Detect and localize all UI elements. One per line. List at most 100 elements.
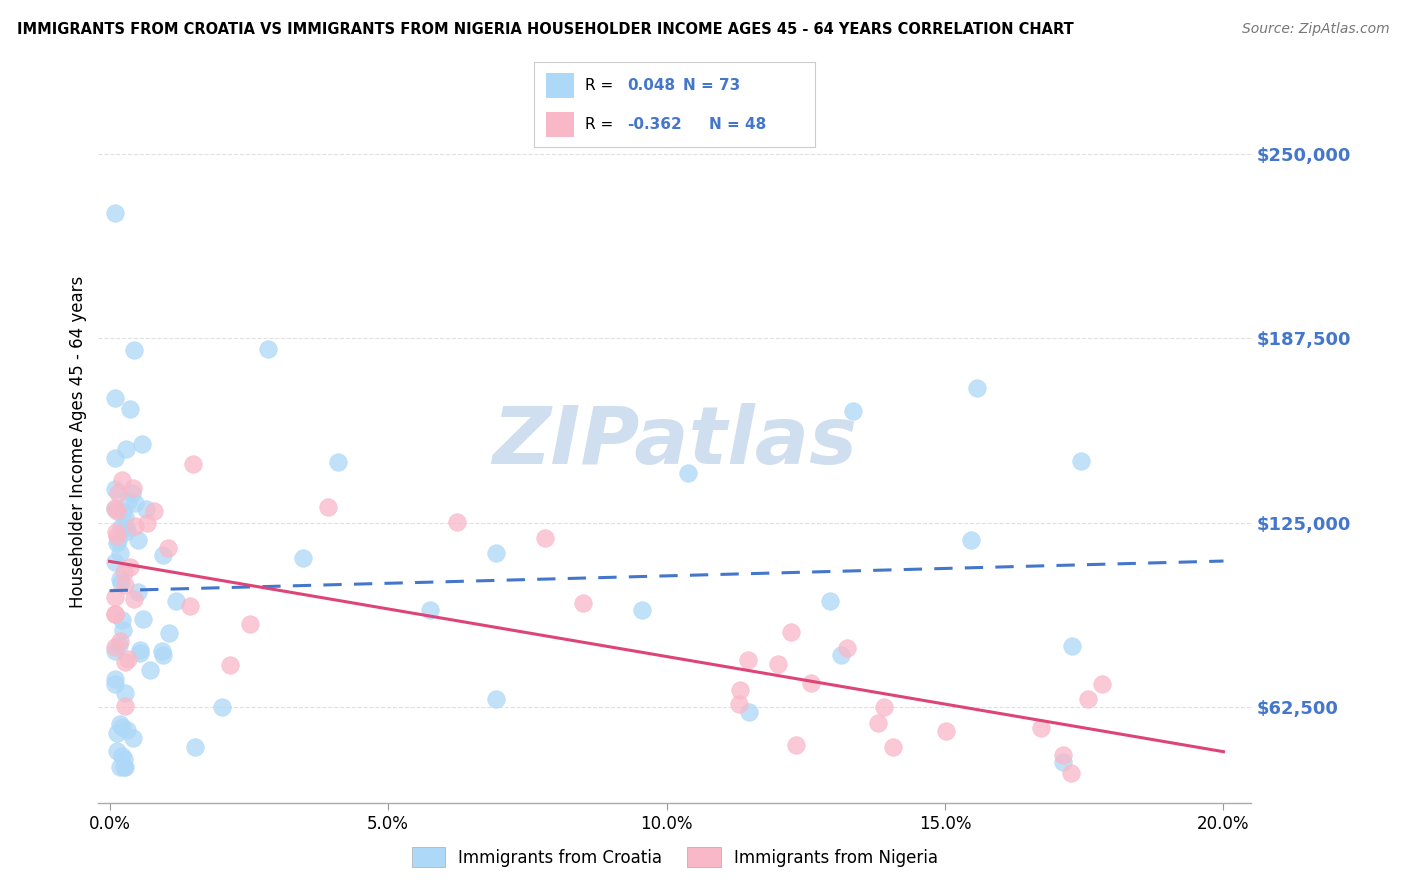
Point <box>257 342 280 356</box>
Point <box>104 590 127 604</box>
Point <box>104 391 127 405</box>
Point <box>785 738 807 752</box>
Point <box>1052 747 1074 762</box>
Point <box>122 592 145 607</box>
Point <box>121 481 143 495</box>
Point <box>108 573 131 587</box>
Point <box>114 577 136 591</box>
Point <box>165 594 187 608</box>
Point <box>572 595 595 609</box>
Point <box>157 626 180 640</box>
Point <box>292 550 315 565</box>
Point <box>631 603 654 617</box>
Point <box>157 541 180 555</box>
Point <box>111 505 134 519</box>
Point <box>117 494 139 508</box>
Bar <box>546 112 574 137</box>
Point <box>934 724 956 739</box>
Point <box>1029 722 1052 736</box>
Point <box>676 467 699 481</box>
Point <box>533 531 555 545</box>
Point <box>104 607 127 621</box>
Point <box>127 533 149 547</box>
Point <box>107 533 129 548</box>
Point <box>1060 766 1083 780</box>
Point <box>179 599 201 613</box>
Point <box>779 624 801 639</box>
Point <box>114 760 136 774</box>
Point <box>115 442 138 457</box>
Point <box>1070 454 1092 468</box>
Point <box>104 676 127 690</box>
Point <box>1091 676 1114 690</box>
Point <box>112 752 135 766</box>
Point <box>239 616 262 631</box>
Text: R =: R = <box>585 78 619 93</box>
Point <box>800 676 823 690</box>
Point <box>107 485 129 500</box>
Point <box>143 504 166 518</box>
Point <box>110 760 132 774</box>
Point <box>419 603 441 617</box>
Point <box>104 502 127 516</box>
Point <box>766 657 789 671</box>
Point <box>104 640 127 654</box>
Point <box>114 510 136 524</box>
Point <box>104 607 127 622</box>
Point <box>218 658 240 673</box>
Point <box>112 760 135 774</box>
Point <box>122 731 145 745</box>
Text: IMMIGRANTS FROM CROATIA VS IMMIGRANTS FROM NIGERIA HOUSEHOLDER INCOME AGES 45 - : IMMIGRANTS FROM CROATIA VS IMMIGRANTS FR… <box>17 22 1074 37</box>
Point <box>882 739 904 754</box>
Point <box>105 726 128 740</box>
Point <box>114 656 136 670</box>
Point <box>446 515 468 529</box>
Point <box>1062 639 1084 653</box>
Point <box>485 546 508 560</box>
Text: R =: R = <box>585 117 619 132</box>
Point <box>152 548 174 562</box>
Point <box>117 524 139 538</box>
Point <box>124 496 146 510</box>
Point <box>152 648 174 662</box>
Point <box>183 457 205 471</box>
Point <box>737 653 759 667</box>
Point <box>830 648 852 662</box>
Point <box>104 451 127 466</box>
Point <box>105 744 128 758</box>
Point <box>316 500 339 514</box>
Point <box>110 575 132 590</box>
Point <box>135 516 157 530</box>
Point <box>818 594 841 608</box>
Point <box>1052 755 1074 769</box>
Point <box>104 643 127 657</box>
Point <box>211 700 233 714</box>
Point <box>128 646 150 660</box>
Point <box>873 700 896 714</box>
Point <box>959 533 981 548</box>
Text: N = 73: N = 73 <box>683 78 741 93</box>
Point <box>111 473 134 487</box>
Point <box>121 486 143 500</box>
Point <box>111 613 134 627</box>
Text: -0.362: -0.362 <box>627 117 682 132</box>
Point <box>115 521 138 535</box>
Point <box>117 651 139 665</box>
Point <box>132 612 155 626</box>
Point <box>842 403 865 417</box>
Bar <box>546 72 574 98</box>
Point <box>111 749 134 764</box>
Point <box>104 482 127 496</box>
Point <box>129 643 152 657</box>
Point <box>104 672 127 686</box>
Point <box>104 206 127 220</box>
Point <box>115 723 138 738</box>
Point <box>127 585 149 599</box>
Point <box>114 699 136 714</box>
Point <box>122 343 145 357</box>
Point <box>110 634 132 648</box>
Point <box>124 519 146 533</box>
Point <box>105 504 128 518</box>
Point <box>108 546 131 560</box>
Point <box>738 705 761 719</box>
